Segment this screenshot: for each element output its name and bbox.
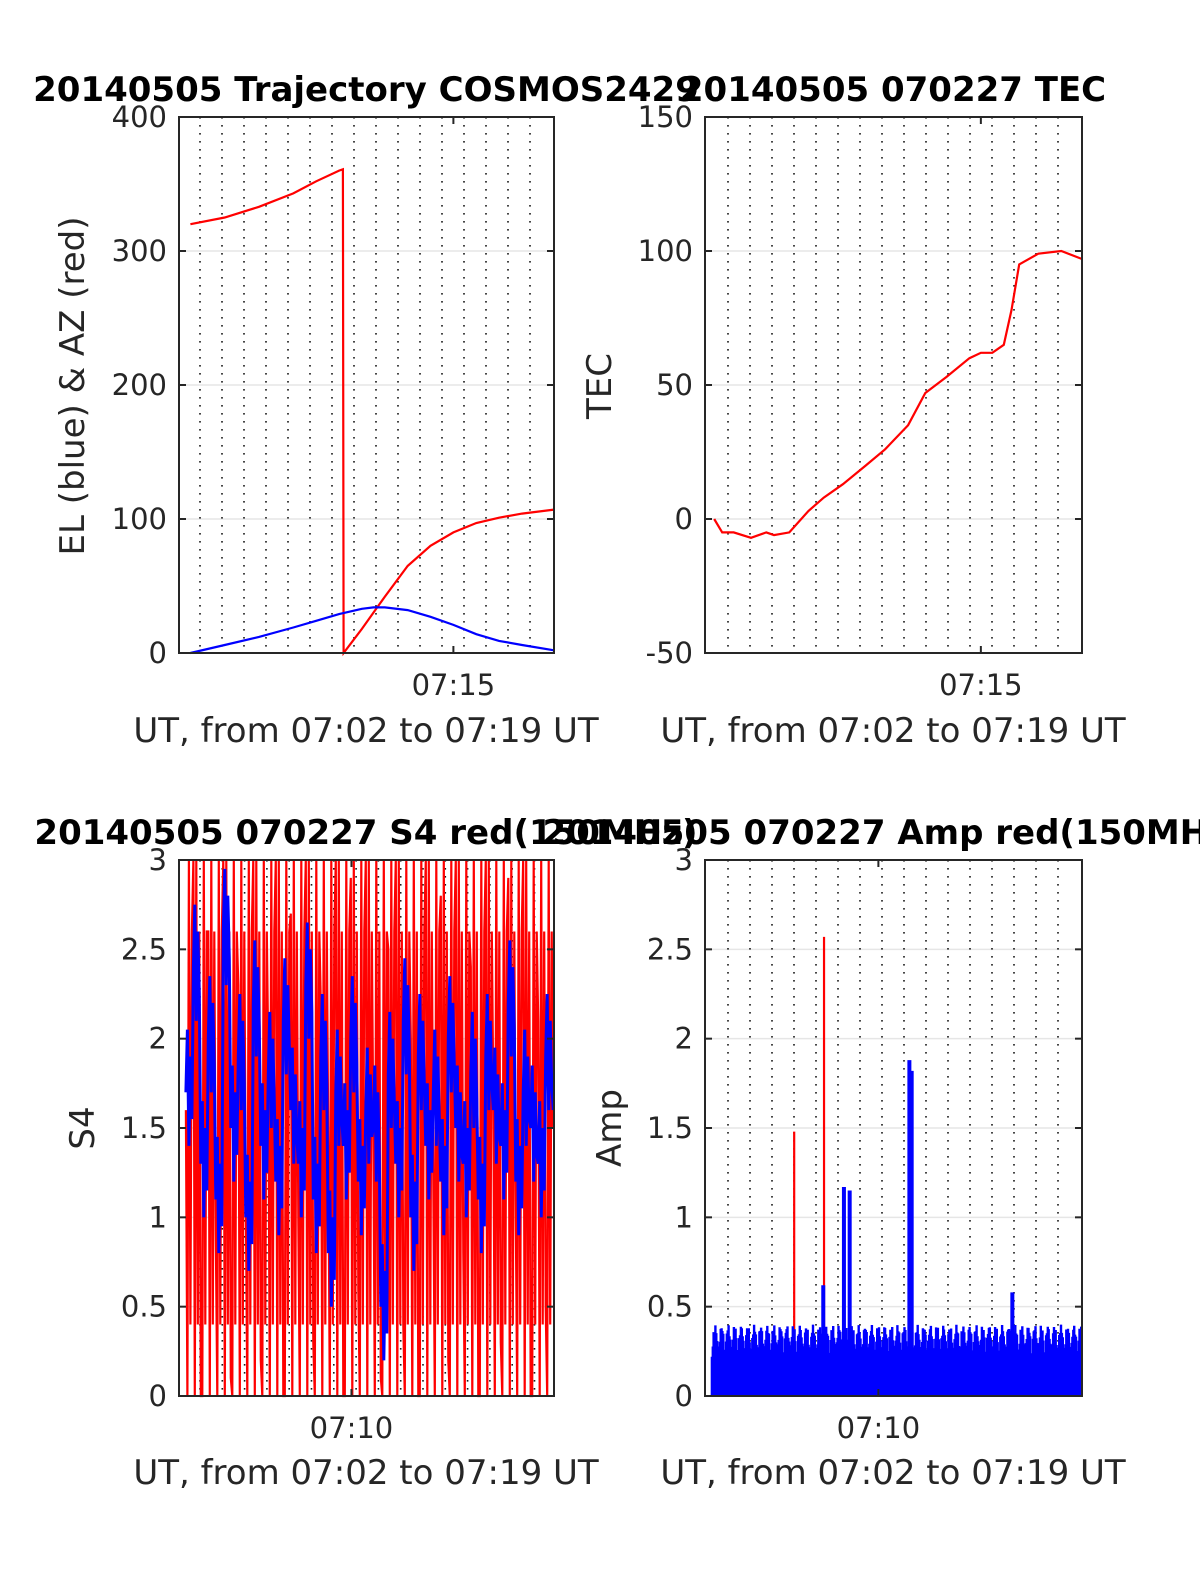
amp-x-axis-label: UT, from 07:02 to 07:19 UT xyxy=(660,1453,1126,1493)
tec-ytick-label: 0 xyxy=(675,502,693,536)
s4-data xyxy=(184,859,555,1398)
trajectory-xtick-label: 07:15 xyxy=(412,668,496,702)
amp-title: 20140505 070227 Amp red(150MHz) xyxy=(542,813,1200,853)
tec-title: 20140505 070227 TEC xyxy=(680,70,1106,110)
s4-ytick-label: 2 xyxy=(149,1022,167,1056)
tec-plot-area: -50 0 50 100 150 07:15 xyxy=(638,100,1083,702)
amp-ytick-label: 0.5 xyxy=(647,1290,693,1324)
amp-ytick-label: 1.5 xyxy=(647,1111,693,1145)
tec-ytick-label: 100 xyxy=(638,234,693,268)
amp-data xyxy=(710,936,1083,1396)
trajectory-ytick-label: 200 xyxy=(112,368,167,402)
s4-ytick-label: 3 xyxy=(149,843,167,877)
panel-amp: 20140505 070227 Amp red(150MHz) UT, from… xyxy=(542,813,1200,1493)
panel-trajectory: 20140505 Trajectory COSMOS2429 UT, from … xyxy=(33,70,699,751)
trajectory-data xyxy=(190,167,555,657)
s4-ytick-label: 0.5 xyxy=(121,1290,167,1324)
s4-y-axis-label: S4 xyxy=(63,1106,103,1149)
amp-ytick-label: 3 xyxy=(675,843,693,877)
amp-series-blue-baseline xyxy=(710,1324,1083,1396)
s4-x-axis-label: UT, from 07:02 to 07:19 UT xyxy=(133,1453,599,1493)
trajectory-title: 20140505 Trajectory COSMOS2429 xyxy=(33,70,699,110)
s4-xtick-label: 07:10 xyxy=(310,1411,394,1445)
trajectory-series-red xyxy=(190,167,555,657)
s4-ytick-label: 1 xyxy=(149,1200,167,1234)
tec-y-axis-label: TEC xyxy=(580,353,620,420)
trajectory-x-axis-label: UT, from 07:02 to 07:19 UT xyxy=(133,711,599,751)
tec-x-axis-label: UT, from 07:02 to 07:19 UT xyxy=(660,711,1126,751)
s4-ytick-label: 2.5 xyxy=(121,932,167,966)
tec-xtick-label: 07:15 xyxy=(939,668,1023,702)
trajectory-y-axis-label: EL (blue) & AZ (red) xyxy=(53,216,93,555)
trajectory-ytick-label: 300 xyxy=(112,234,167,268)
amp-xtick-label: 07:10 xyxy=(837,1411,921,1445)
amp-ytick-label: 2 xyxy=(675,1022,693,1056)
amp-ytick-label: 2.5 xyxy=(647,932,693,966)
amp-ytick-label: 0 xyxy=(675,1379,693,1413)
trajectory-ytick-label: 400 xyxy=(112,100,167,134)
trajectory-plot-area: 0 100 200 300 400 07:15 xyxy=(112,100,555,702)
s4-title: 20140505 070227 S4 red(150MHz) xyxy=(34,813,697,853)
tec-data xyxy=(713,249,1083,539)
s4-ytick-label: 1.5 xyxy=(121,1111,167,1145)
s4-plot-area: 0 0.5 1 1.5 2 2.5 3 07:10 xyxy=(121,843,555,1445)
s4-series-blue xyxy=(184,868,555,1361)
trajectory-ytick-label: 100 xyxy=(112,502,167,536)
s4-ytick-label: 0 xyxy=(149,1379,167,1413)
trajectory-ytick-label: 0 xyxy=(149,636,167,670)
trajectory-series-blue xyxy=(190,606,555,655)
amp-y-axis-label: Amp xyxy=(590,1089,630,1167)
tec-series-red xyxy=(713,249,1083,539)
tec-ytick-label: 50 xyxy=(656,368,693,402)
amp-ytick-label: 1 xyxy=(675,1200,693,1234)
panel-tec: 20140505 070227 TEC UT, from 07:02 to 07… xyxy=(580,70,1126,751)
tec-ytick-label: 150 xyxy=(638,100,693,134)
amp-plot-area: 0 0.5 1 1.5 2 2.5 3 07:10 xyxy=(647,843,1083,1445)
panel-s4: 20140505 070227 S4 red(150MHz) UT, from … xyxy=(34,813,697,1493)
tec-ytick-label: -50 xyxy=(646,636,693,670)
